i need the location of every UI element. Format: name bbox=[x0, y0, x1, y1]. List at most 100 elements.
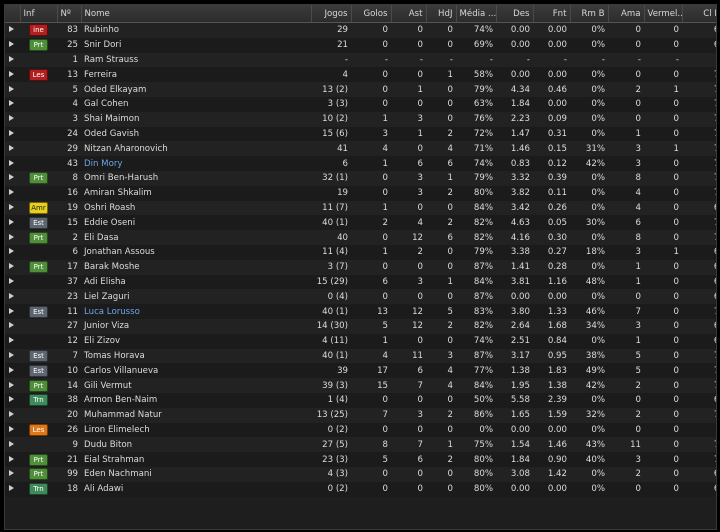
player-name[interactable]: Liel Zaguri bbox=[81, 289, 311, 305]
column-header-pom[interactable]: HdJ bbox=[426, 5, 457, 23]
player-name[interactable]: Ali Adawi bbox=[81, 481, 311, 497]
row-pointer[interactable] bbox=[5, 126, 20, 142]
column-header-pointer[interactable] bbox=[5, 5, 21, 23]
table-row[interactable]: 6 Jonathan Assous 11 (4) 1 2 0 79% 3.38 0.27 18% 3… bbox=[5, 244, 716, 260]
row-pointer[interactable] bbox=[5, 22, 20, 38]
status-badge[interactable]: Prt bbox=[29, 172, 48, 185]
column-header-red[interactable]: Vermel... bbox=[644, 5, 683, 23]
row-pointer[interactable] bbox=[5, 452, 20, 467]
row-pointer[interactable] bbox=[5, 82, 20, 97]
table-row[interactable]: 20 Muhammad Natur 13 (25) 7 3 2 86% 1.65 1.59 32%… bbox=[5, 407, 716, 423]
row-pointer[interactable] bbox=[5, 333, 20, 349]
player-name[interactable]: Dudu Biton bbox=[81, 437, 311, 453]
player-name[interactable]: Oded Gavish bbox=[81, 126, 311, 142]
row-pointer[interactable] bbox=[5, 318, 20, 334]
status-badge[interactable]: Est bbox=[29, 305, 48, 318]
table-row[interactable]: Prt 8 Omri Ben-Harush 32 (1) 0 3 1 79% 3.32 0.39 0… bbox=[5, 170, 716, 186]
status-badge[interactable]: Prt bbox=[29, 453, 48, 466]
status-badge[interactable]: Les bbox=[29, 423, 48, 436]
row-pointer[interactable] bbox=[5, 378, 20, 393]
status-badge[interactable]: Les bbox=[29, 68, 48, 81]
row-pointer[interactable] bbox=[5, 52, 20, 68]
player-name[interactable]: Eli Dasa bbox=[81, 230, 311, 245]
player-name[interactable]: Eden Nachmani bbox=[81, 466, 311, 482]
table-row[interactable]: Est 15 Eddie Oseni 40 (1) 2 4 2 82% 4.63 0.05 30% 6… bbox=[5, 215, 716, 231]
row-pointer[interactable] bbox=[5, 244, 20, 260]
row-pointer[interactable] bbox=[5, 392, 20, 408]
player-name[interactable]: Adi Elisha bbox=[81, 274, 311, 290]
table-row[interactable]: Est 11 Luca Lorusso 40 (1) 13 12 5 83% 3.80 1.33 4… bbox=[5, 304, 716, 319]
column-header-assists[interactable]: Ast bbox=[391, 5, 427, 23]
table-row[interactable]: Amr 19 Oshri Roash 11 (7) 1 0 0 84% 3.42 0.26 0% 4 0… bbox=[5, 200, 716, 216]
player-name[interactable]: Din Mory bbox=[81, 156, 311, 171]
status-badge[interactable]: Est bbox=[29, 364, 48, 377]
status-badge[interactable]: Prt bbox=[29, 379, 48, 392]
table-row[interactable]: 29 Nitzan Aharonovich 41 4 0 4 71% 1.46 0.15 31% 3… bbox=[5, 141, 716, 157]
row-pointer[interactable] bbox=[5, 407, 20, 423]
table-row[interactable]: Prt 99 Eden Nachmani 4 (3) 0 0 0 80% 3.08 1.42 0% 2… bbox=[5, 466, 716, 482]
player-name[interactable]: Gili Vermut bbox=[81, 378, 311, 393]
row-pointer[interactable] bbox=[5, 111, 20, 127]
column-header-pass[interactable]: Média ... bbox=[456, 5, 497, 23]
row-pointer[interactable] bbox=[5, 230, 20, 245]
table-row[interactable]: Prt 21 Eial Strahman 23 (3) 5 6 2 80% 1.84 0.90 40… bbox=[5, 452, 716, 467]
column-header-number[interactable]: Nº bbox=[57, 5, 82, 23]
player-name[interactable]: Ram Strauss bbox=[81, 52, 311, 68]
status-badge[interactable]: Trn bbox=[29, 394, 48, 407]
player-name[interactable]: Tomas Horava bbox=[81, 348, 311, 364]
row-pointer[interactable] bbox=[5, 348, 20, 364]
column-header-rating[interactable]: Cl Med bbox=[682, 5, 716, 23]
player-name[interactable]: Eial Strahman bbox=[81, 452, 311, 467]
row-pointer[interactable] bbox=[5, 37, 20, 53]
player-name[interactable]: Barak Moshe bbox=[81, 259, 311, 275]
player-name[interactable]: Eddie Oseni bbox=[81, 215, 311, 231]
player-name[interactable]: Ferreira bbox=[81, 67, 311, 83]
player-name[interactable]: Eli Zizov bbox=[81, 333, 311, 349]
player-name[interactable]: Shai Maimon bbox=[81, 111, 311, 127]
player-name[interactable]: Muhammad Natur bbox=[81, 407, 311, 423]
player-name[interactable]: Rubinho bbox=[81, 22, 311, 38]
player-name[interactable]: Jonathan Assous bbox=[81, 244, 311, 260]
player-name[interactable]: Luca Lorusso bbox=[81, 304, 311, 319]
row-pointer[interactable] bbox=[5, 96, 20, 112]
row-pointer[interactable] bbox=[5, 422, 20, 438]
row-pointer[interactable] bbox=[5, 185, 20, 201]
player-name[interactable]: Snir Dori bbox=[81, 37, 311, 53]
row-pointer[interactable] bbox=[5, 141, 20, 157]
column-header-apps[interactable]: Jogos bbox=[311, 5, 352, 23]
row-pointer[interactable] bbox=[5, 67, 20, 83]
column-header-goals[interactable]: Golos bbox=[351, 5, 392, 23]
player-name[interactable]: Liron Elimelech bbox=[81, 422, 311, 438]
player-name[interactable]: Amiran Shkalim bbox=[81, 185, 311, 201]
player-name[interactable]: Junior Viza bbox=[81, 318, 311, 334]
row-pointer[interactable] bbox=[5, 481, 20, 497]
table-row[interactable]: Est 7 Tomas Horava 40 (1) 4 11 3 87% 3.17 0.95 38%… bbox=[5, 348, 716, 364]
player-name[interactable]: Nitzan Aharonovich bbox=[81, 141, 311, 157]
status-badge[interactable]: Prt bbox=[29, 231, 48, 244]
status-badge[interactable]: Est bbox=[29, 349, 48, 362]
column-header-name[interactable]: Nome bbox=[81, 5, 312, 23]
table-row[interactable]: Les 26 Liron Elimelech 0 (2) 0 0 0 0% 0.00 0.00 0%… bbox=[5, 422, 716, 438]
table-row[interactable]: Trn 38 Armon Ben-Naim 1 (4) 0 0 0 50% 5.58 2.39 0%… bbox=[5, 392, 716, 408]
player-name[interactable]: Carlos Villanueva bbox=[81, 363, 311, 379]
status-badge[interactable]: Prt bbox=[29, 468, 48, 481]
status-badge[interactable]: Amr bbox=[29, 201, 48, 214]
player-name[interactable]: Armon Ben-Naim bbox=[81, 392, 311, 408]
player-name[interactable]: Oshri Roash bbox=[81, 200, 311, 216]
player-name[interactable]: Gal Cohen bbox=[81, 96, 311, 112]
column-header-shots[interactable]: Fnt bbox=[533, 5, 571, 23]
